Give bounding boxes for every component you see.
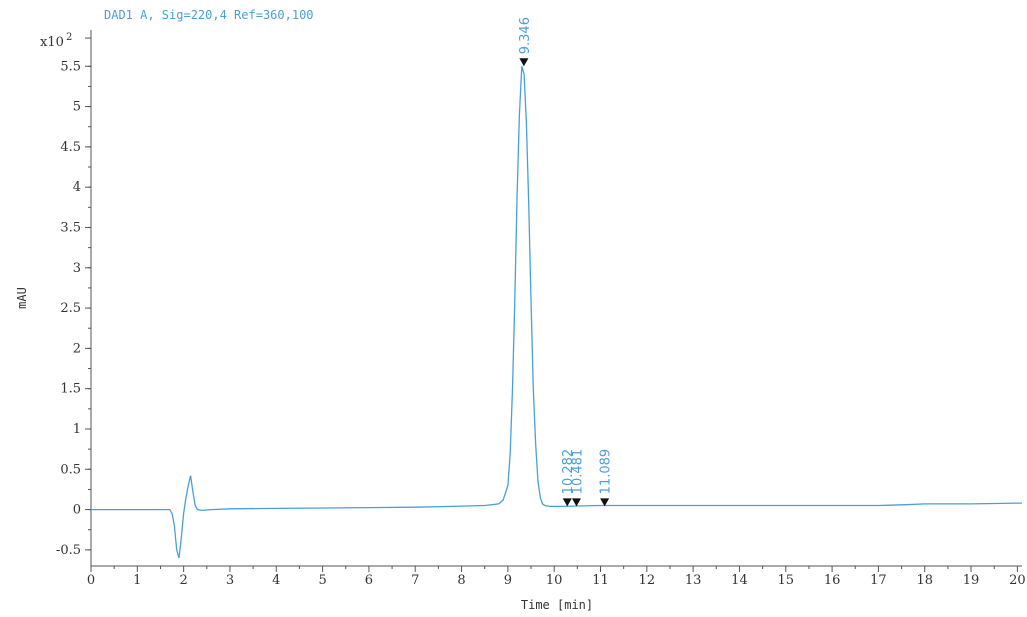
y-tick-label: 3 [73,261,81,276]
y-tick-label: 2.5 [60,301,81,316]
series-layer [91,66,1022,559]
x-tick-label: 7 [411,573,419,588]
x-tick-label: 15 [778,573,795,588]
peak-label: 9.346 [518,17,533,54]
peak-marker [519,58,529,67]
y-tick-label: 4 [73,180,81,195]
x-tick-label: 14 [731,573,748,588]
x-tick-label: 13 [685,573,702,588]
x-tick-label: 11 [592,573,609,588]
peak-marker [600,498,610,507]
y-tick-label: 2 [73,341,81,356]
y-multiplier-label: x10 [40,35,64,50]
x-tick-label: 8 [457,573,465,588]
x-tick-label: 12 [639,573,656,588]
peak-marker [571,498,581,507]
chart-title: DAD1 A, Sig=220,4 Ref=360,100 [104,8,314,22]
y-axis-title: mAU [15,287,29,309]
x-tick-label: 3 [226,573,234,588]
series-line [91,66,1022,559]
y-tick-label: 0.5 [60,462,81,477]
y-tick-label: 1 [73,422,81,437]
peak-label: 10.282 [561,449,576,495]
x-tick-label: 19 [963,573,980,588]
peak-label: 11.089 [599,449,614,495]
peak-label: 10.481 [570,449,585,495]
x-axis-title: Time [min] [521,598,593,612]
x-tick-label: 17 [870,573,887,588]
y-tick-label: 5 [73,100,81,115]
x-tick-label: 4 [272,573,280,588]
y-tick-label: -0.5 [56,543,81,558]
y-tick-label: 1.5 [60,382,81,397]
peak-marker [562,498,572,507]
y-exponent-label: 2 [66,32,72,43]
x-tick-label: 6 [365,573,373,588]
y-tick-label: 3.5 [60,220,81,235]
x-tick-label: 16 [824,573,841,588]
x-tick-label: 1 [133,573,141,588]
y-tick-label: 4.5 [60,140,81,155]
x-tick-label: 5 [318,573,326,588]
axes: 0 1 2 3 4 5 6 7 8 9 10 11 12 13 14 15 16 17 18 19 20-0.500.5… [56,30,1026,588]
x-tick-label: 20 [1009,573,1026,588]
x-tick-label: 9 [504,573,512,588]
x-tick-label: 0 [87,573,95,588]
y-tick-label: 0 [73,503,81,518]
x-tick-label: 18 [916,573,933,588]
x-tick-label: 2 [179,573,187,588]
y-tick-label: 5.5 [60,59,81,74]
x-tick-label: 10 [546,573,563,588]
